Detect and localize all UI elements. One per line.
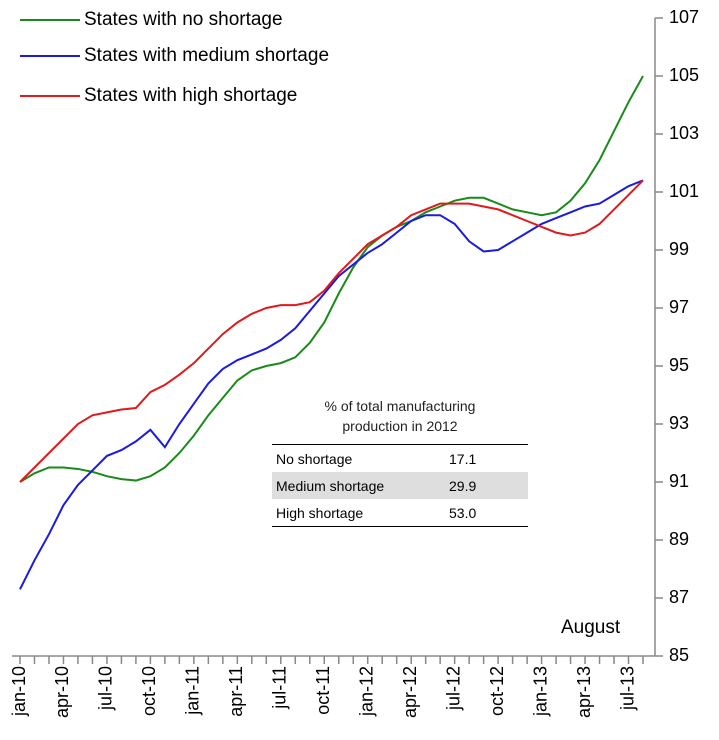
table-row: Medium shortage 29.9 bbox=[272, 472, 528, 499]
y-tick-label: 99 bbox=[669, 239, 689, 259]
table-row: High shortage 53.0 bbox=[272, 499, 528, 527]
x-tick-label: oct-11 bbox=[313, 666, 333, 715]
series-line bbox=[19, 179, 644, 590]
x-tick-label: jul-13 bbox=[617, 666, 637, 711]
legend-label: States with medium shortage bbox=[84, 45, 329, 66]
share-value: 53.0 bbox=[449, 504, 477, 521]
share-value: 29.9 bbox=[445, 472, 528, 499]
series-line bbox=[19, 75, 644, 483]
x-tick-label: apr-13 bbox=[574, 666, 594, 718]
x-tick-label: jul-11 bbox=[270, 666, 290, 710]
y-tick-label: 85 bbox=[669, 645, 689, 665]
x-tick-label: jan-11 bbox=[183, 666, 203, 716]
y-tick-label: 93 bbox=[669, 413, 689, 433]
x-tick-label: jul-12 bbox=[443, 666, 463, 711]
y-tick-label: 103 bbox=[669, 123, 699, 143]
x-tick-label: oct-12 bbox=[487, 666, 507, 716]
x-tick-label: jan-12 bbox=[356, 666, 376, 717]
group-name: No shortage bbox=[276, 450, 353, 467]
y-tick-label: 95 bbox=[669, 355, 689, 375]
share-table: % of total manufacturing production in 2… bbox=[272, 396, 528, 527]
x-tick-label: jul-10 bbox=[96, 666, 116, 711]
share-value: 17.1 bbox=[449, 450, 477, 467]
table: No shortage 17.1 Medium shortage 29.9 High s… bbox=[272, 444, 528, 527]
legend-label: States with high shortage bbox=[84, 85, 297, 106]
x-tick-label: jan-13 bbox=[530, 666, 550, 717]
y-tick-label: 107 bbox=[669, 7, 699, 27]
y-tick-label: 97 bbox=[669, 297, 689, 317]
x-tick-label: apr-10 bbox=[52, 666, 72, 718]
y-tick-label: 105 bbox=[669, 65, 699, 85]
group-name: High shortage bbox=[276, 504, 364, 521]
x-tick-label: apr-11 bbox=[226, 666, 246, 717]
x-tick-label: apr-12 bbox=[400, 666, 420, 718]
y-tick-label: 91 bbox=[669, 471, 689, 491]
table-title: % of total manufacturing production in 2… bbox=[324, 398, 476, 434]
y-tick-label: 89 bbox=[669, 529, 689, 549]
annotation: August bbox=[561, 617, 621, 638]
x-tick-label: jan-10 bbox=[9, 666, 29, 717]
series-line bbox=[19, 179, 644, 483]
legend-label: States with no shortage bbox=[84, 9, 283, 30]
y-tick-label: 87 bbox=[669, 587, 689, 607]
y-tick-label: 101 bbox=[669, 181, 699, 201]
x-tick-label: oct-10 bbox=[139, 666, 159, 716]
table-row: No shortage 17.1 bbox=[272, 445, 528, 473]
group-name: Medium shortage bbox=[272, 472, 445, 499]
